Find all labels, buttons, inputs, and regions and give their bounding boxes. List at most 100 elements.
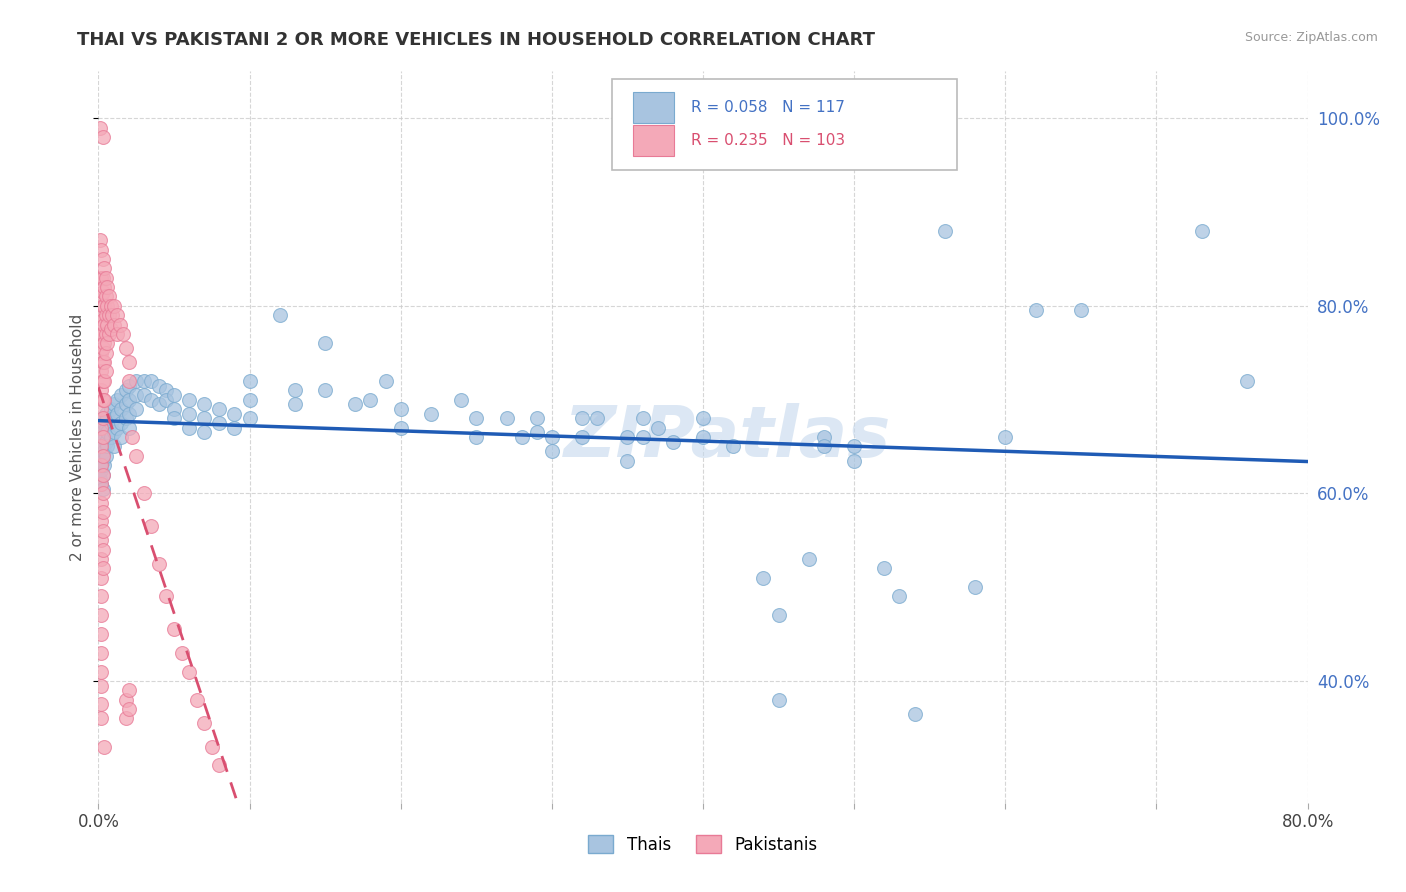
Point — [269, 308, 291, 322]
Point — [90, 458, 112, 473]
Point — [96, 299, 118, 313]
Legend: Thais, Pakistanis: Thais, Pakistanis — [582, 829, 824, 860]
Point — [90, 420, 112, 434]
Point — [94, 407, 117, 421]
Point — [692, 430, 714, 444]
Point — [344, 397, 367, 411]
Point — [93, 374, 115, 388]
Point — [586, 411, 609, 425]
Point — [193, 397, 215, 411]
Point — [114, 711, 136, 725]
Point — [103, 440, 125, 454]
Point — [91, 467, 114, 482]
Point — [90, 270, 112, 285]
Point — [91, 440, 114, 454]
Point — [90, 646, 112, 660]
Point — [132, 374, 155, 388]
Point — [631, 430, 654, 444]
Text: THAI VS PAKISTANI 2 OR MORE VEHICLES IN HOUSEHOLD CORRELATION CHART: THAI VS PAKISTANI 2 OR MORE VEHICLES IN … — [77, 31, 876, 49]
Text: R = 0.058   N = 117: R = 0.058 N = 117 — [690, 100, 845, 115]
Point — [90, 533, 112, 548]
Point — [163, 401, 186, 416]
Point — [148, 378, 170, 392]
Point — [844, 440, 866, 454]
Point — [90, 243, 112, 257]
Point — [93, 318, 115, 332]
Point — [148, 397, 170, 411]
Point — [813, 430, 835, 444]
Point — [163, 411, 186, 425]
Point — [314, 383, 336, 397]
Point — [420, 407, 443, 421]
Point — [465, 411, 488, 425]
Point — [90, 440, 112, 454]
Point — [91, 505, 114, 519]
Point — [100, 416, 122, 430]
Point — [768, 608, 790, 623]
Point — [141, 519, 163, 533]
Point — [179, 392, 201, 407]
Point — [110, 416, 132, 430]
Point — [118, 378, 141, 392]
Point — [108, 318, 131, 332]
Point — [93, 444, 115, 458]
Point — [186, 692, 208, 706]
Point — [1236, 374, 1258, 388]
FancyBboxPatch shape — [633, 92, 673, 122]
Point — [91, 355, 114, 369]
Point — [125, 388, 148, 402]
Point — [125, 374, 148, 388]
Point — [93, 430, 115, 444]
Point — [93, 336, 115, 351]
Point — [170, 646, 193, 660]
Point — [91, 392, 114, 407]
Point — [91, 374, 114, 388]
Point — [208, 401, 231, 416]
Point — [89, 444, 111, 458]
Point — [118, 407, 141, 421]
Point — [105, 407, 128, 421]
Point — [224, 407, 246, 421]
Y-axis label: 2 or more Vehicles in Household: 2 or more Vehicles in Household — [70, 313, 86, 561]
Point — [90, 552, 112, 566]
Text: R = 0.235   N = 103: R = 0.235 N = 103 — [690, 133, 845, 148]
Point — [179, 665, 201, 679]
Point — [90, 608, 112, 623]
Point — [89, 233, 111, 247]
Point — [91, 313, 114, 327]
Point — [90, 289, 112, 303]
Point — [98, 308, 121, 322]
Point — [118, 702, 141, 716]
Point — [118, 392, 141, 407]
Point — [93, 416, 115, 430]
Point — [155, 392, 177, 407]
Point — [90, 477, 112, 491]
Point — [965, 580, 987, 594]
Point — [93, 280, 115, 294]
Point — [934, 224, 956, 238]
Point — [1070, 303, 1092, 318]
Point — [768, 692, 790, 706]
Point — [889, 590, 911, 604]
Point — [94, 270, 117, 285]
Point — [540, 444, 562, 458]
Point — [91, 411, 114, 425]
Point — [94, 434, 117, 449]
Point — [94, 449, 117, 463]
Point — [91, 453, 114, 467]
Point — [90, 420, 112, 434]
Point — [105, 420, 128, 434]
Point — [114, 411, 136, 425]
Point — [91, 326, 114, 341]
Point — [90, 463, 112, 477]
Point — [91, 341, 114, 355]
Point — [90, 477, 112, 491]
Point — [100, 299, 122, 313]
Point — [96, 411, 118, 425]
Point — [797, 552, 820, 566]
Point — [100, 322, 122, 336]
Point — [571, 430, 593, 444]
Point — [314, 336, 336, 351]
Point — [1024, 303, 1046, 318]
Point — [90, 627, 112, 641]
